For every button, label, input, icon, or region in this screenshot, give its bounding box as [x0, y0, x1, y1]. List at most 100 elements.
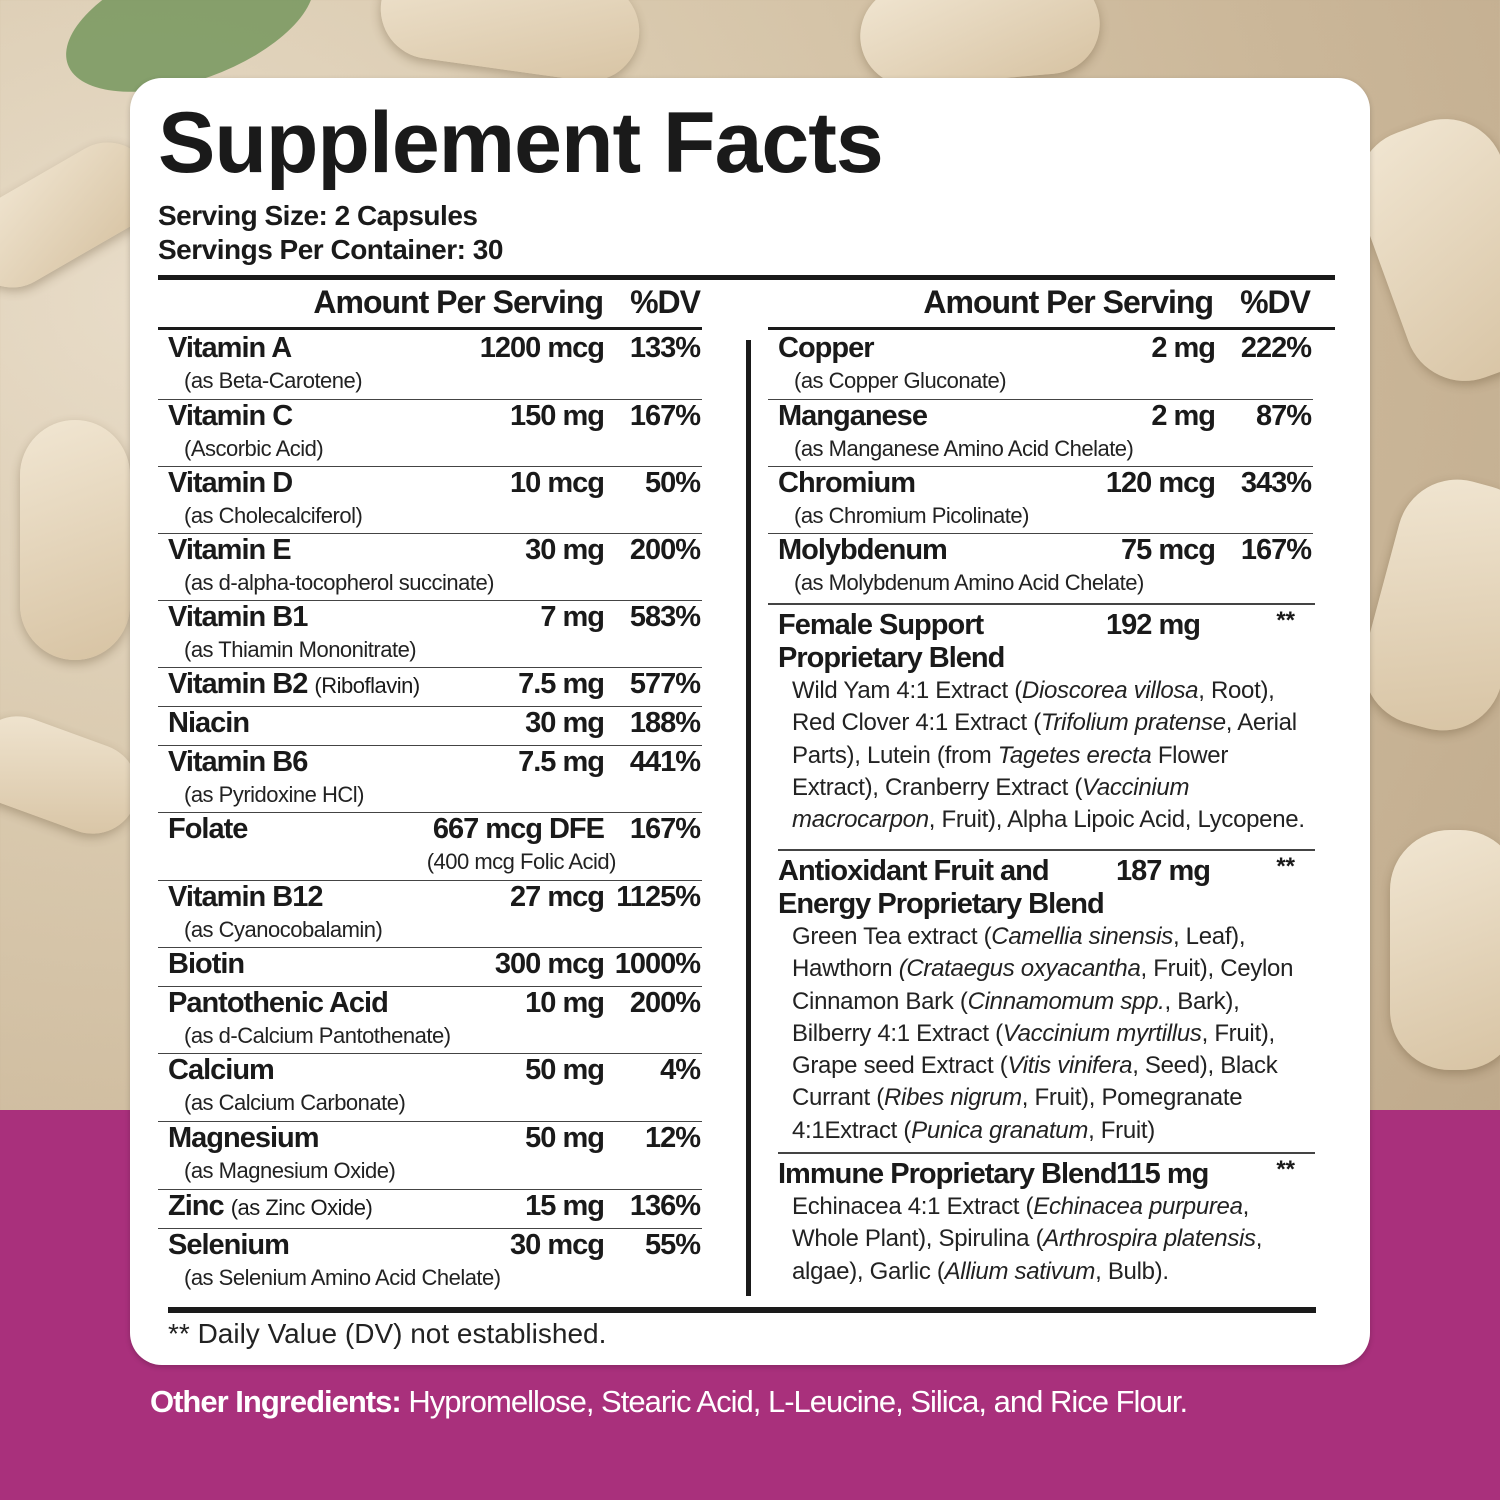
nutrient-source: (as Chromium Picolinate) [794, 503, 1029, 528]
blend-ingredients: Wild Yam 4:1 Extract (Dioscorea villosa,… [778, 675, 1318, 836]
nutrient-row: Vitamin B1 (as Thiamin Mononitrate) 7 mg 58… [158, 601, 702, 668]
nutrient-amount: 120 mcg [1105, 467, 1216, 499]
nutrient-name-text: Manganese [778, 400, 928, 432]
ingredient-text: Green Tea extract ( [792, 923, 992, 950]
nutrient-row: Selenium (as Selenium Amino Acid Chelate)… [158, 1229, 702, 1295]
left-nutrient-list: Vitamin A (as Beta-Carotene) 1200 mcg 133% V… [158, 332, 702, 1295]
nutrient-dv: 87% [1255, 400, 1312, 432]
nutrient-dv: 200% [629, 534, 701, 566]
nutrient-dv: 55% [644, 1229, 701, 1261]
blend-name: Female Support Proprietary Blend [778, 609, 1005, 674]
nutrient-dv: 167% [629, 813, 701, 845]
divider [158, 327, 702, 330]
nutrient-source: (as Calcium Carbonate) [184, 1090, 406, 1115]
nutrient-name-text: Vitamin B1 [168, 601, 308, 633]
nutrient-name: Vitamin C [168, 400, 293, 433]
botanical-name: Vaccinium macrocarpon [792, 773, 1190, 834]
nutrient-amount: 2 mg [1151, 400, 1216, 432]
other-ingredients: Other Ingredients: Hypromellose, Stearic… [150, 1384, 1188, 1420]
ingredient-text: Echinacea 4:1 Extract ( [792, 1193, 1034, 1220]
nutrient-amount: 1200 mcg [479, 332, 605, 364]
capsule [20, 420, 130, 660]
ingredient-text: , Bark), Bilberry 4:1 Extract ( [792, 987, 1240, 1047]
ingredient-text: , algae), Garlic ( [792, 1225, 1263, 1285]
nutrient-row: Vitamin B6 (as Pyridoxine HCl) 7.5 mg 441% [158, 746, 702, 813]
nutrient-dv: 12% [644, 1122, 701, 1154]
nutrient-source: (as Manganese Amino Acid Chelate) [794, 436, 1134, 461]
nutrient-row: Folate 667 mcg DFE (400 mcg Folic Acid) 167… [158, 813, 702, 881]
blend-amount: 115 mg [1116, 1158, 1209, 1190]
nutrient-amount: 50 mg [525, 1122, 605, 1154]
amount-header: Amount Per Serving [313, 284, 604, 320]
capsule [1390, 830, 1500, 1070]
ingredient-text: , Whole Plant), Spirulina ( [792, 1193, 1250, 1253]
nutrient-dv: 1000% [614, 948, 701, 980]
ingredient-text: , Fruit) [1088, 1116, 1155, 1144]
amount-header: Amount Per Serving [923, 284, 1214, 320]
blend-row: Immune Proprietary Blend 115 mg ** Echinace… [778, 1152, 1315, 1292]
nutrient-amount: 30 mcg [510, 1229, 605, 1261]
nutrient-dv: 343% [1240, 467, 1312, 499]
botanical-name: Tagetes erecta [997, 741, 1152, 769]
divider [768, 327, 1335, 330]
nutrient-name: Vitamin B12 [168, 881, 323, 914]
blend-amount: 187 mg [1116, 855, 1211, 887]
nutrient-amount: 150 mg [510, 400, 605, 432]
nutrient-amount: 30 mg [525, 534, 605, 566]
nutrient-name: Calcium [168, 1054, 275, 1087]
nutrient-name-text: Selenium [168, 1229, 290, 1261]
nutrient-row: Biotin 300 mcg 1000% [158, 948, 702, 987]
nutrient-row: Pantothenic Acid (as d-Calcium Pantothena… [158, 987, 702, 1054]
ingredient-text: , Bulb). [1095, 1257, 1169, 1285]
capsule [0, 703, 151, 847]
botanical-name: Vaccinium myrtillus [1002, 1019, 1202, 1047]
nutrient-name: Vitamin B2 (Riboflavin) [168, 668, 420, 701]
right-column-header: Amount Per Serving %DV [768, 284, 1311, 321]
nutrient-name: Vitamin D [168, 467, 293, 500]
ingredient-text: Wild Yam 4:1 Extract ( [792, 677, 1022, 704]
capsule [856, 0, 1104, 91]
blend-ingredients: Echinacea 4:1 Extract (Echinacea purpure… [778, 1191, 1318, 1288]
nutrient-name: Vitamin B1 [168, 601, 308, 634]
capsule [1350, 466, 1500, 744]
nutrient-name-text: Magnesium [168, 1122, 320, 1154]
nutrient-amount: 300 mcg [494, 948, 605, 980]
ingredient-text: Flower Extract), Cranberry Extract ( [792, 741, 1229, 801]
ingredient-text: , Aerial Parts), Lutein (from [792, 709, 1297, 769]
nutrient-name: Manganese [778, 400, 928, 433]
botanical-name: Arthrospira platensis [1043, 1225, 1256, 1253]
nutrient-row: Vitamin E (as d-alpha-tocopherol succinat… [158, 534, 702, 601]
ingredient-text: , Seed), Black Currant ( [792, 1052, 1278, 1112]
nutrient-amount: 30 mg [525, 707, 605, 739]
nutrient-amount: 7.5 mg [518, 668, 605, 700]
nutrient-source: (as Magnesium Oxide) [184, 1158, 396, 1183]
botanical-name: Ribes nigrum [884, 1084, 1022, 1112]
nutrient-amount: 50 mg [525, 1054, 605, 1086]
ingredient-text: , Fruit), Ceylon Cinnamon Bark ( [792, 955, 1294, 1015]
blend-dv: ** [1276, 853, 1295, 880]
ingredient-text: , Fruit), Pomegranate 4:1Extract ( [792, 1084, 1243, 1144]
nutrient-name: Vitamin A [168, 332, 292, 365]
nutrient-amount: 27 mcg [510, 881, 605, 913]
ingredient-text: , Root), Red Clover 4:1 Extract ( [792, 677, 1275, 737]
blend-amount: 192 mg [1106, 609, 1201, 641]
nutrient-row: Copper (as Copper Gluconate) 2 mg 222% [768, 332, 1313, 400]
ingredient-text: , Fruit), Grape seed Extract ( [792, 1019, 1275, 1080]
nutrient-amount: 15 mg [525, 1190, 605, 1222]
nutrient-row: Vitamin A (as Beta-Carotene) 1200 mcg 133% [158, 332, 702, 400]
nutrient-amount: 10 mcg [510, 467, 605, 499]
nutrient-amount: 7 mg [540, 601, 605, 633]
nutrient-dv: 583% [629, 601, 701, 633]
nutrient-dv: 50% [644, 467, 701, 499]
nutrient-amount: 7.5 mg [518, 746, 605, 778]
right-nutrient-list: Copper (as Copper Gluconate) 2 mg 222% Manga… [768, 332, 1313, 601]
nutrient-name: Molybdenum [778, 534, 948, 567]
servings-per-container: Servings Per Container: 30 [158, 234, 503, 265]
botanical-name: Dioscorea villosa [1021, 677, 1199, 704]
serving-size: Serving Size: 2 Capsules [158, 200, 478, 231]
nutrient-row: Vitamin D (as Cholecalciferol) 10 mcg 50% [158, 467, 702, 534]
nutrient-source: (Riboflavin) [314, 673, 420, 698]
nutrient-source: (as Beta-Carotene) [184, 368, 363, 393]
nutrient-amount: 75 mcg [1121, 534, 1216, 566]
nutrient-row: Manganese (as Manganese Amino Acid Chelat… [768, 400, 1313, 467]
